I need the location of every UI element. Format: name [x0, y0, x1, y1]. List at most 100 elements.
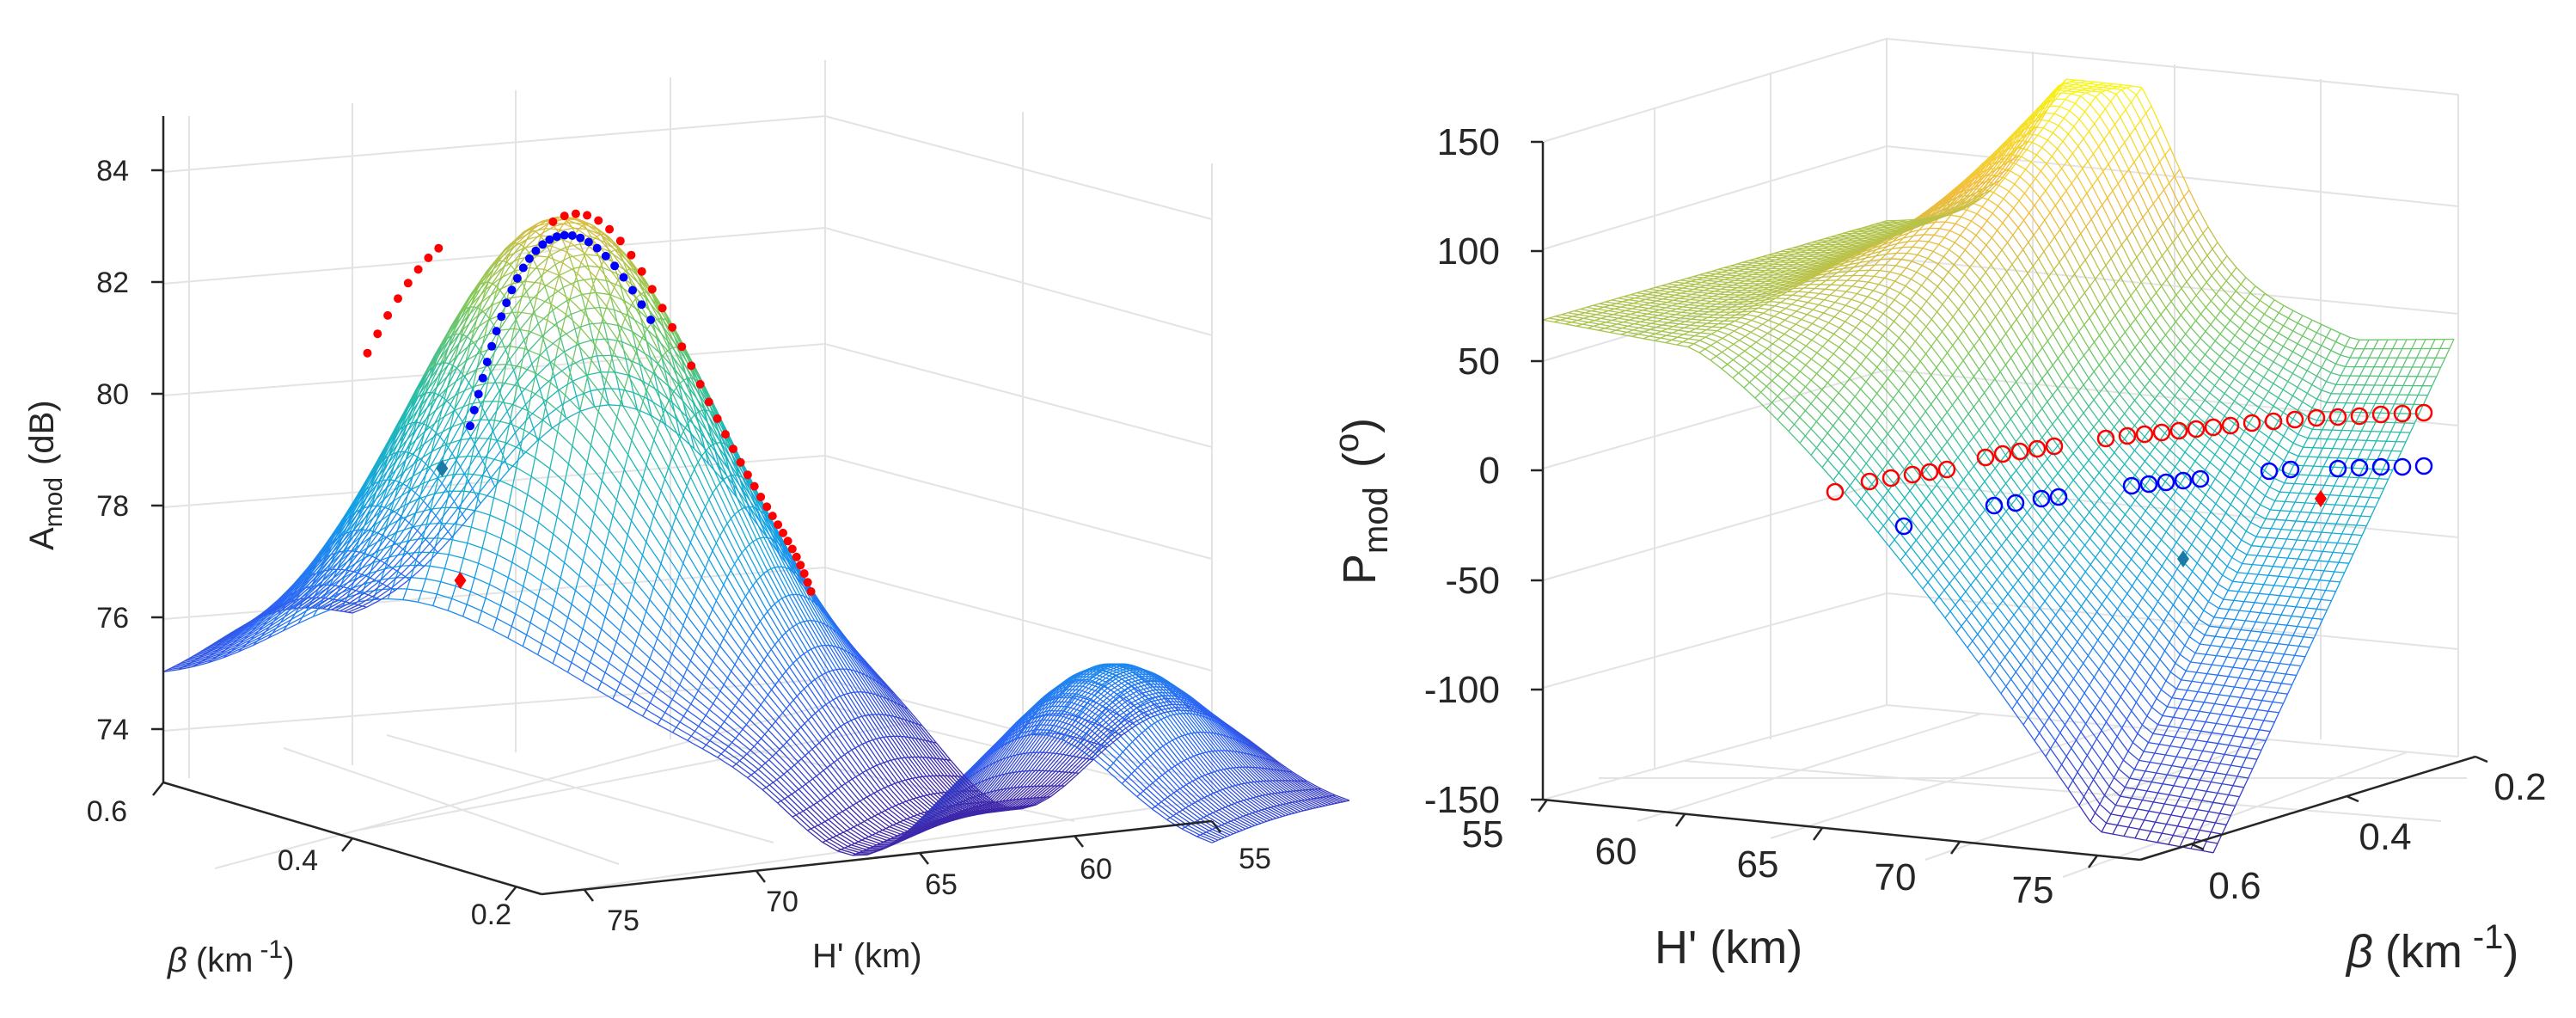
left-surface-mesh-line — [1142, 730, 1146, 733]
left-surface-mesh-line — [706, 709, 709, 715]
left-surface-mesh-line — [399, 546, 403, 549]
left-surface-mesh-line — [542, 487, 547, 505]
left-surface-mesh-line — [590, 652, 594, 662]
left-surface-mesh-line — [590, 530, 605, 546]
left-surface-mesh-line — [764, 611, 768, 616]
left-surface-mesh-line — [554, 432, 557, 451]
left-surface-mesh-line — [501, 522, 505, 539]
left-surface-mesh-line — [557, 642, 560, 653]
left-surface-mesh-line — [449, 540, 453, 555]
left-surface-mesh-line — [688, 704, 691, 710]
left-surface-mesh-line — [525, 331, 529, 349]
left-surface-mesh-line — [542, 581, 556, 592]
left-surface-mesh-line — [627, 655, 631, 665]
left-surface-mesh-line — [746, 639, 750, 645]
left-surface-mesh-line — [1239, 785, 1253, 798]
left-surface-mesh-line — [768, 569, 771, 571]
left-surface-mesh-line — [1117, 759, 1131, 774]
left-surface-mesh-line — [479, 548, 483, 563]
left-surface-mesh-line — [836, 696, 840, 698]
left-surface-mesh-line — [432, 429, 437, 432]
left-surface-mesh-line — [525, 349, 540, 355]
left-surface-mesh-line — [848, 779, 852, 782]
left-surface-mesh-line — [646, 703, 650, 710]
left-surface-mesh-line — [1141, 791, 1144, 794]
left-surface-mesh-line — [785, 796, 788, 799]
left-surface-mesh-line — [680, 506, 694, 532]
left-surface-mesh-line — [859, 745, 862, 746]
left-surface-mesh-line — [742, 645, 745, 652]
left-surface-mesh-line — [425, 566, 430, 579]
left-surface-mesh-line — [750, 715, 754, 721]
left-surface-mesh-line — [580, 410, 595, 428]
left-surface-mesh-line — [563, 252, 566, 263]
left-surface-mesh-line — [893, 825, 908, 831]
left-surface-mesh-line — [853, 803, 856, 805]
left-surface-mesh-line — [804, 652, 807, 654]
left-surface-mesh-line — [646, 668, 661, 681]
left-surface-mesh-line — [713, 543, 716, 551]
left-surface-mesh-line — [737, 761, 740, 764]
left-surface-mesh-line — [676, 727, 691, 736]
left-surface-mesh-line — [771, 649, 786, 671]
left-surface-mesh-line — [482, 611, 497, 619]
left-surface-mesh-line — [539, 505, 542, 522]
left-surface-mesh-line — [1099, 717, 1114, 730]
left-surface-mesh-line — [664, 672, 679, 684]
left-surface-mesh-line — [819, 708, 823, 710]
left-surface-mesh-line — [424, 501, 428, 506]
left-surface-mesh-line — [832, 816, 835, 818]
left-surface-mesh-line — [1194, 757, 1208, 775]
left-surface-mesh-line — [676, 645, 690, 661]
left-surface-mesh-line — [803, 809, 806, 811]
left-surface-mesh-line — [609, 448, 624, 469]
left-surface-mesh-line — [740, 757, 743, 761]
left-surface-mesh-line — [706, 559, 709, 567]
left-surface-mesh-line — [1153, 781, 1156, 783]
left-surface-mesh-line — [739, 700, 754, 715]
left-surface-mesh-line — [720, 536, 735, 564]
left-surface-mesh-line — [797, 696, 811, 717]
left-surface-mesh-line — [607, 296, 610, 306]
left-surface-mesh-line — [738, 603, 742, 610]
left-surface-mesh-line — [768, 611, 782, 636]
left-surface-mesh-line — [621, 485, 635, 506]
left-surface-mesh-line — [724, 524, 727, 530]
left-surface-mesh-line — [512, 562, 527, 572]
left-surface-mesh-line — [918, 827, 933, 828]
left-surface-mesh-line — [532, 373, 536, 392]
left-surface-mesh-line — [579, 561, 583, 576]
left-surface-mesh-line — [724, 530, 738, 559]
left-surface-mesh-line — [691, 469, 694, 477]
left-surface-mesh-line — [683, 616, 687, 625]
left-surface-mesh-line — [643, 555, 658, 576]
left-surface-mesh-line — [1120, 752, 1123, 756]
left-surface-mesh-line — [560, 630, 564, 642]
left-surface-mesh-line — [824, 795, 828, 798]
left-surface-mesh-line — [777, 777, 780, 780]
left-surface-mesh-line — [482, 598, 486, 611]
left-surface-mesh-line — [535, 231, 540, 235]
left-surface-mesh-line — [508, 627, 511, 639]
left-surface-mesh-line — [794, 762, 798, 765]
left-surface-mesh-line — [527, 555, 531, 571]
left-surface-mesh-line — [680, 438, 694, 469]
left-surface-mesh-line — [535, 596, 538, 610]
left-surface-mesh-line — [806, 807, 810, 809]
left-surface-mesh-line — [706, 568, 720, 593]
left-surface-mesh-line — [817, 800, 821, 803]
left-surface-mesh-line — [609, 432, 613, 448]
left-surface-mesh-line — [664, 607, 668, 618]
left-surface-mesh-line — [418, 530, 422, 535]
left-surface-mesh-line — [586, 604, 590, 616]
left-surface-mesh-line — [720, 721, 724, 727]
left-surface-mesh-line — [753, 581, 756, 586]
left-surface-mesh-line — [627, 665, 642, 677]
left-surface-mesh-line — [775, 641, 779, 645]
left-surface-mesh-line — [572, 663, 587, 672]
left-surface-mesh-line — [572, 428, 576, 446]
left-surface-mesh-line — [782, 633, 786, 636]
left-surface-mesh-line — [452, 540, 467, 543]
left-surface-mesh-line — [720, 646, 735, 665]
